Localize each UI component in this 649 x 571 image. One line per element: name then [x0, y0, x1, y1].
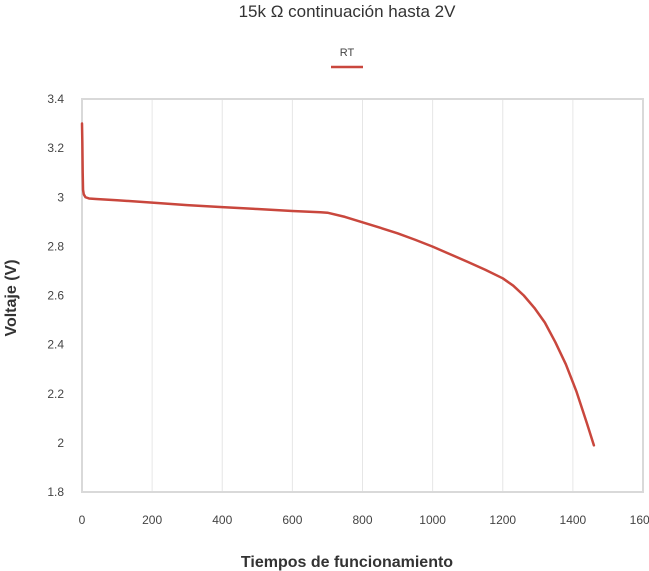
y-tick-label: 2.2	[47, 387, 64, 401]
series-line-rt	[80, 122, 596, 447]
y-tick-label: 2.4	[47, 338, 64, 352]
grid-layer	[151, 99, 574, 492]
y-axis-label: Voltaje (V)	[3, 259, 20, 336]
x-tick-label: 200	[142, 513, 162, 527]
x-tick-label: 1600	[630, 513, 649, 527]
y-tick-label: 1.8	[47, 485, 64, 499]
legend-label-rt: RT	[340, 47, 355, 59]
x-tick-label: 600	[282, 513, 302, 527]
y-tick-label: 3	[57, 190, 64, 204]
y-tick-label: 2.6	[47, 289, 64, 303]
plot-frame	[81, 98, 644, 493]
x-tick-label: 800	[352, 513, 372, 527]
tick-layer: 0 200 400 600 800 1000 1200 1400 1600 1.8 2 2.2 2.4 2…	[47, 92, 649, 527]
x-axis-label: Tiempos de funcionamiento	[241, 554, 453, 571]
x-tick-label: 0	[79, 513, 86, 527]
x-tick-label: 1400	[560, 513, 587, 527]
chart-title: 15k Ω continuación hasta 2V	[239, 2, 457, 21]
y-tick-label: 3.2	[47, 141, 64, 155]
y-tick-label: 2	[57, 436, 64, 450]
x-tick-label: 400	[212, 513, 232, 527]
x-tick-label: 1000	[419, 513, 446, 527]
y-tick-label: 3.4	[47, 92, 64, 106]
x-tick-label: 1200	[489, 513, 516, 527]
y-tick-label: 2.8	[47, 239, 64, 253]
series-layer	[80, 122, 596, 447]
